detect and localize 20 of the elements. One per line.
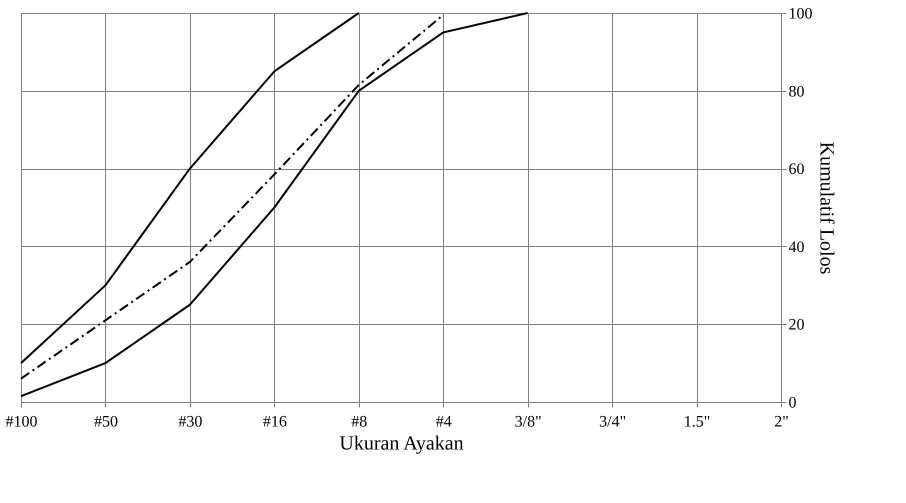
x-tick-label: #50 (94, 414, 118, 430)
line-series (20, 12, 529, 398)
line-series (20, 12, 360, 364)
y-tick-label: 60 (788, 161, 804, 178)
x-tick-label: 2" (774, 414, 789, 430)
y-tick-label: 20 (788, 316, 804, 334)
x-tick-label: 3/4" (599, 414, 626, 430)
x-axis-title: Ukuran Ayakan (339, 432, 464, 454)
x-tick-label: #8 (351, 414, 368, 430)
x-tick-label: 1.5" (684, 414, 710, 430)
x-tick-label: #30 (178, 414, 202, 430)
x-tick-label: #4 (436, 414, 452, 430)
y-tick-label: 80 (788, 83, 804, 100)
x-tick-label: #100 (6, 414, 38, 430)
x-tick-label: #16 (262, 414, 287, 430)
y-axis-title: Kumulatif Lolos (816, 142, 838, 275)
y-tick-label: 100 (788, 6, 812, 22)
y-tick-label: 0 (788, 394, 796, 412)
y-tick-label: 40 (788, 238, 804, 256)
x-tick-label: 3/8" (514, 414, 542, 430)
